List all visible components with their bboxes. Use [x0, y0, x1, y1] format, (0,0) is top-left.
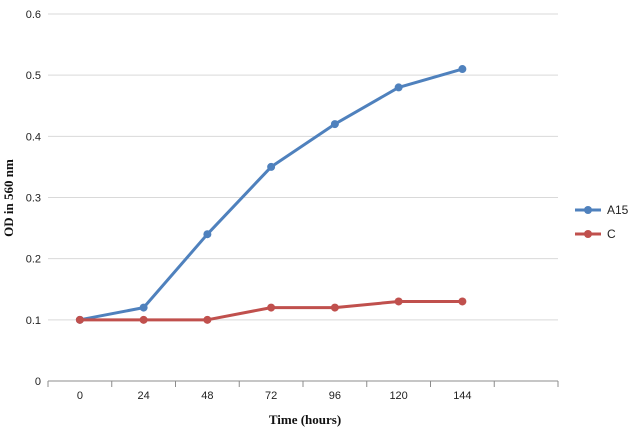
data-point — [267, 303, 276, 312]
x-axis-title: Time (hours) — [269, 412, 341, 427]
data-point — [394, 297, 403, 306]
data-point — [330, 120, 339, 129]
x-tick-labels: 0 24 48 72 96 120 144 — [77, 390, 472, 402]
y-tick-labels: 0 0.1 0.2 0.3 0.4 0.5 0.6 — [26, 9, 41, 388]
y-tick-label: 0.3 — [26, 193, 41, 205]
x-tick-label: 96 — [329, 390, 341, 402]
series-line-a15 — [79, 67, 463, 322]
y-axis-title: OD in 560 nm — [1, 159, 16, 237]
axes — [47, 380, 559, 387]
data-point — [139, 303, 148, 312]
legend-marker — [584, 206, 592, 214]
x-tick-label: 48 — [201, 390, 213, 402]
y-tick-label: 0.2 — [26, 254, 41, 266]
y-tick-label: 0.4 — [26, 131, 41, 143]
data-point — [267, 162, 276, 171]
y-tick-label: 0.5 — [26, 70, 41, 82]
y-tick-label: 0.6 — [26, 9, 41, 21]
data-point — [139, 315, 148, 324]
data-point — [330, 303, 339, 312]
data-point — [203, 230, 212, 239]
data-point — [203, 315, 212, 324]
data-point — [394, 83, 403, 92]
y-tick-label: 0 — [35, 376, 41, 388]
gridlines — [48, 13, 558, 321]
x-tick-label: 144 — [453, 390, 471, 402]
x-tick-label: 24 — [138, 390, 150, 402]
series-lines — [75, 65, 467, 324]
y-tick-label: 0.1 — [26, 315, 41, 327]
legend: A15 C — [575, 203, 629, 241]
legend-marker — [584, 230, 592, 238]
data-point — [458, 65, 467, 74]
x-tick-label: 0 — [77, 390, 83, 402]
data-point — [458, 297, 467, 306]
x-tick-label: 72 — [265, 390, 277, 402]
x-tick-label: 120 — [389, 390, 407, 402]
legend-label: C — [607, 227, 616, 241]
legend-label: A15 — [607, 203, 629, 217]
data-point — [75, 315, 84, 324]
